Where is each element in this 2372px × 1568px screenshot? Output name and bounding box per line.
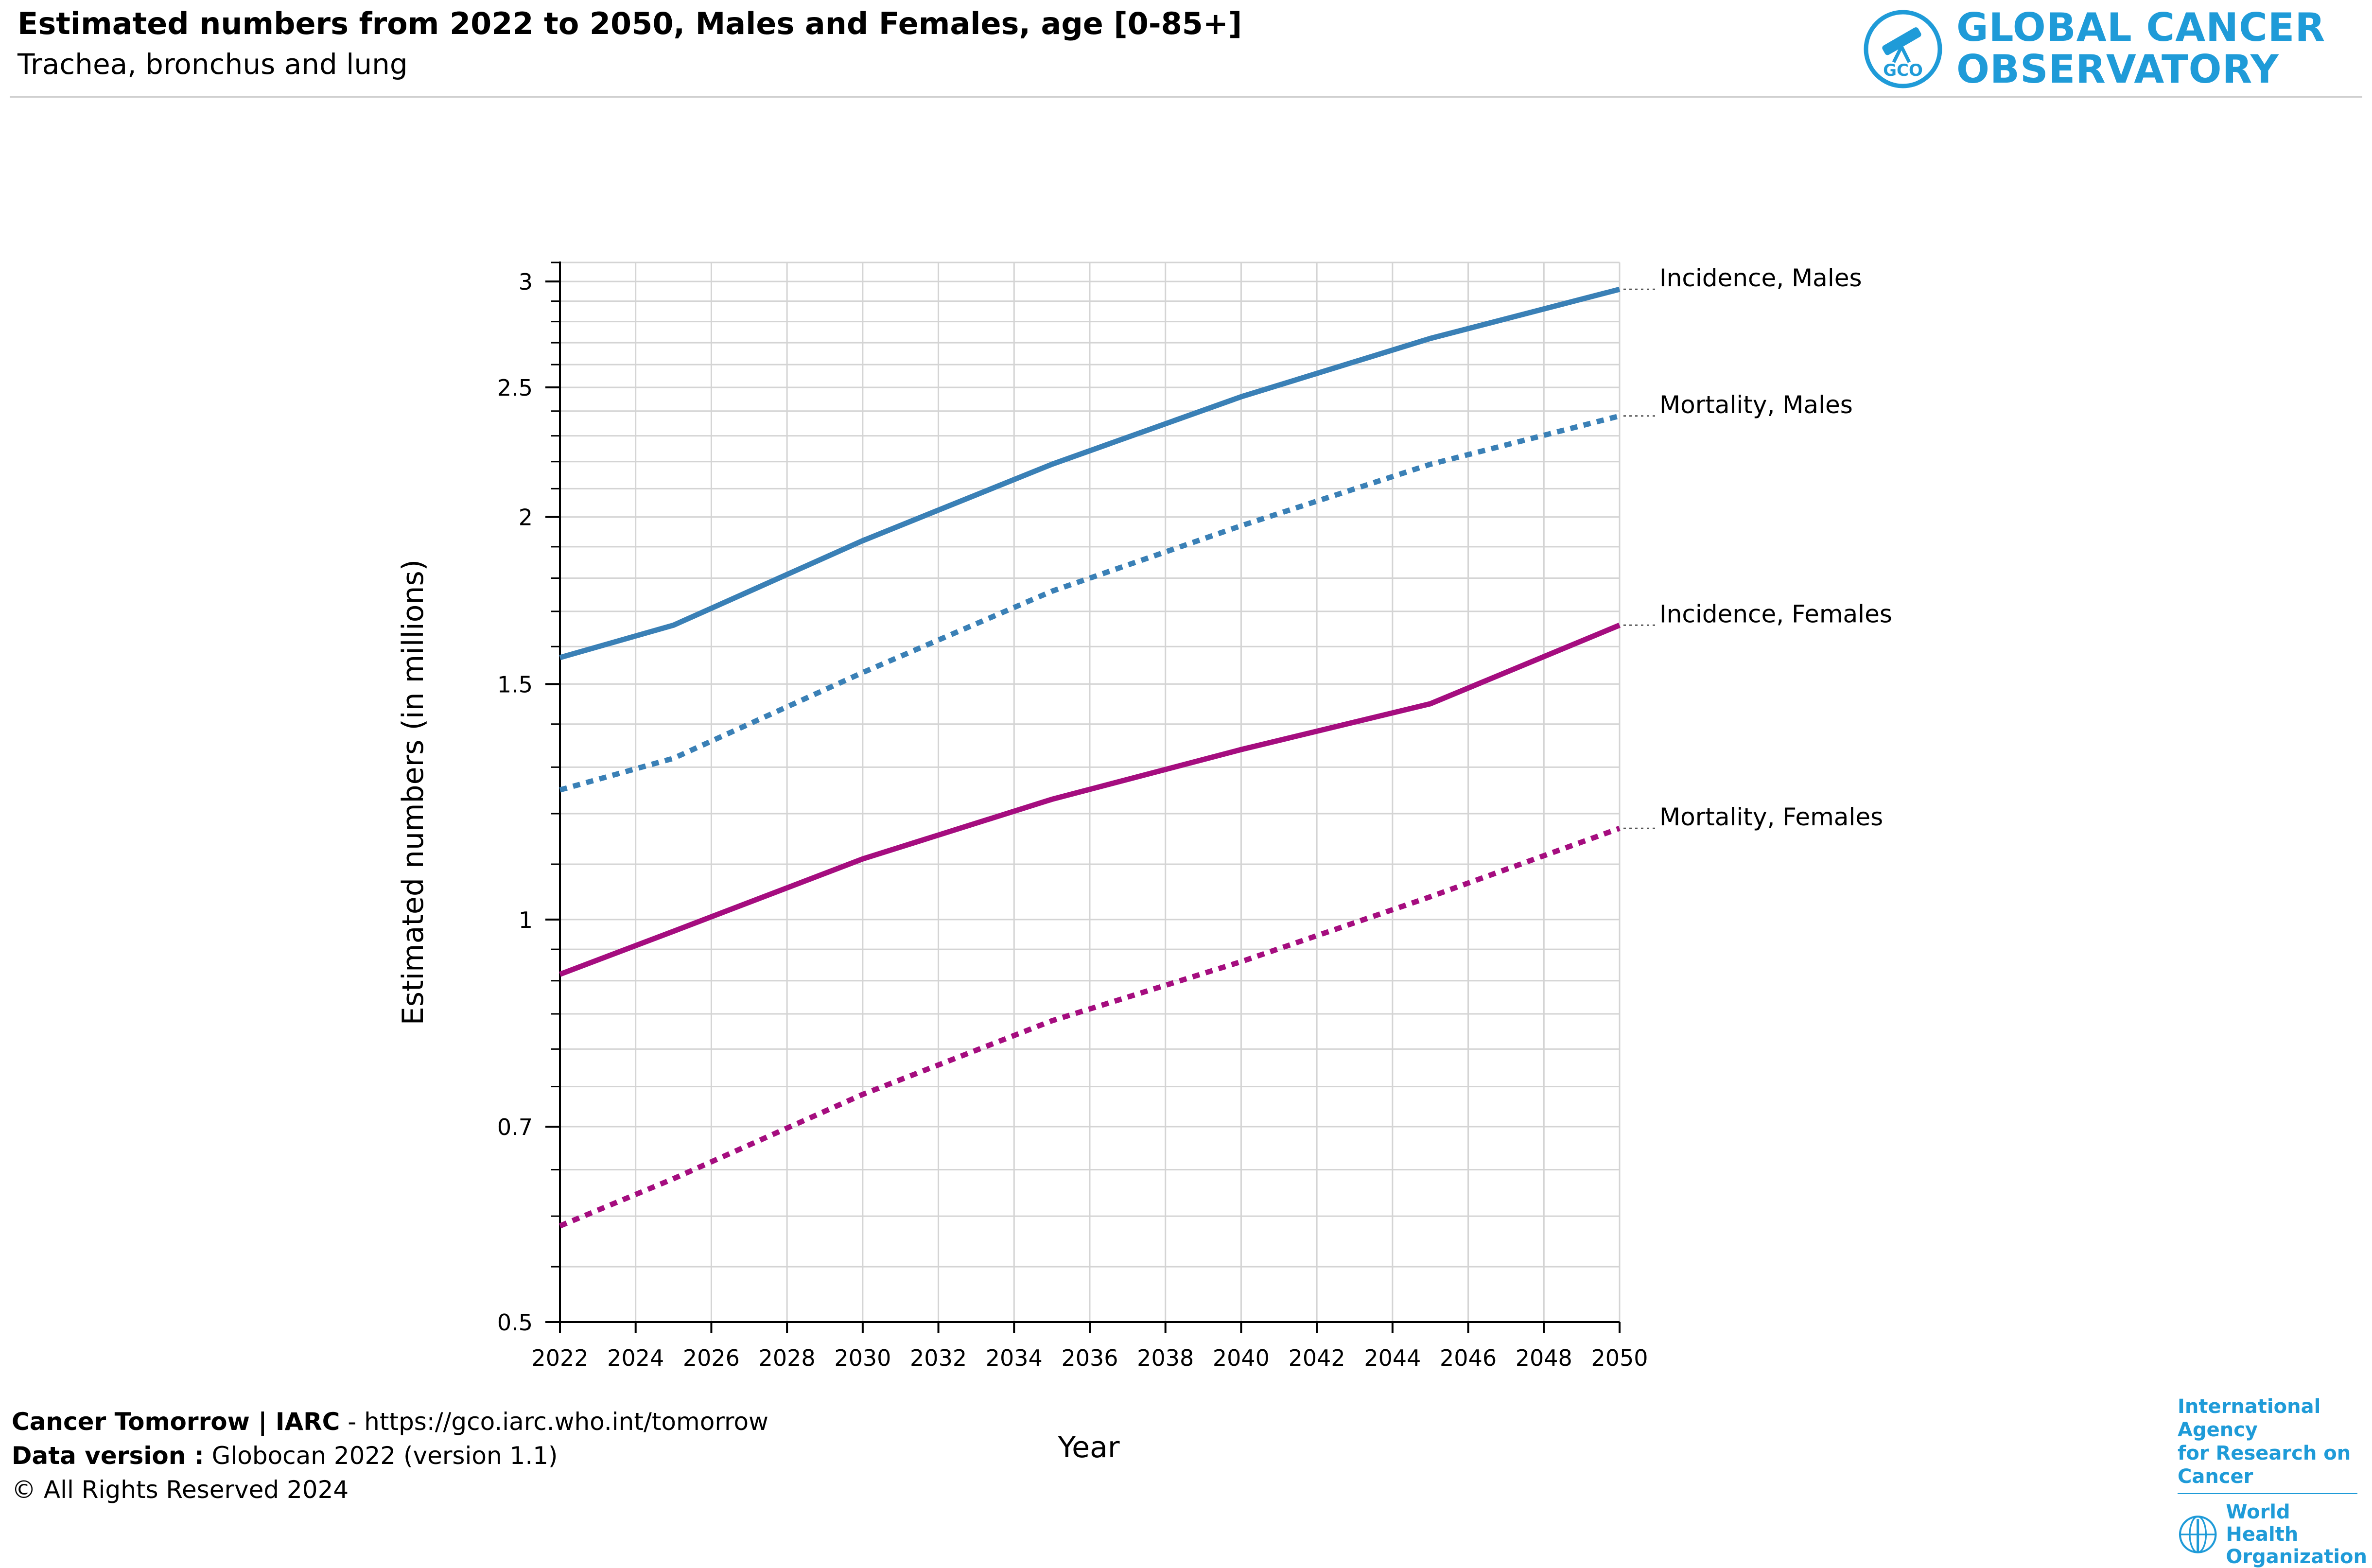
x-tick-label: 2050 [1591, 1345, 1648, 1371]
x-tick-label: 2042 [1289, 1345, 1345, 1371]
y-tick-label: 2 [519, 505, 533, 531]
gco-badge: GCO [1883, 61, 1923, 80]
y-tick-label: 1.5 [497, 671, 533, 697]
x-tick-label: 2038 [1137, 1345, 1194, 1371]
series-label: Incidence, Males [1659, 264, 1862, 292]
footer-url: - https://gco.iarc.who.int/tomorrow [340, 1408, 768, 1436]
chart-subtitle: Trachea, bronchus and lung [17, 48, 408, 81]
x-tick-label: 2024 [607, 1345, 664, 1371]
grid [559, 261, 1621, 1323]
partner-divider [2178, 1493, 2357, 1494]
x-tick-label: 2026 [683, 1345, 740, 1371]
gco-logo: GCO GLOBAL CANCER OBSERVATORY [1862, 7, 2353, 92]
line-chart: 0.5 0.7 1 1.5 2 2.5 3 2022 2024 2026 2028 2030 2032 2… [396, 261, 1892, 1464]
header-divider [10, 96, 2362, 98]
x-tick-label: 2048 [1516, 1345, 1572, 1371]
y-tick-label: 1 [519, 907, 533, 933]
axes: 0.5 0.7 1 1.5 2 2.5 3 2022 2024 2026 2028 2030 2032 2… [497, 261, 1648, 1371]
x-tick-label: 2040 [1213, 1345, 1270, 1371]
series-line-3 [558, 826, 1621, 1229]
footer-line-2: Data version : Globocan 2022 (version 1.… [12, 1439, 768, 1473]
series [558, 286, 1621, 1229]
footer-copyright: © All Rights Reserved 2024 [12, 1476, 349, 1504]
gco-line2: OBSERVATORY [1956, 47, 2279, 92]
x-tick-label: 2044 [1364, 1345, 1421, 1371]
footer-source: Cancer Tomorrow | IARC [12, 1408, 340, 1436]
partner-logos: International Agency for Research on Can… [2178, 1395, 2367, 1568]
y-axis-label: Estimated numbers (in millions) [396, 559, 430, 1025]
x-tick-label: 2036 [1061, 1345, 1118, 1371]
x-axis-label: Year [1057, 1430, 1119, 1464]
series-line-0 [559, 286, 1621, 661]
y-tick-label: 3 [519, 269, 533, 295]
footer-version-label: Data version : [12, 1442, 204, 1470]
who-line2: Organization [2226, 1546, 2367, 1568]
footer-version: Globocan 2022 (version 1.1) [204, 1442, 558, 1470]
x-tick-label: 2032 [910, 1345, 967, 1371]
footer: Cancer Tomorrow | IARC - https://gco.iar… [12, 1405, 768, 1507]
who-emblem-icon [2179, 1516, 2217, 1553]
series-label: Incidence, Females [1659, 600, 1892, 628]
who-text: World Health Organization [2226, 1501, 2367, 1568]
iarc-line1: International Agency [2178, 1395, 2321, 1441]
iarc-line2: for Research on Cancer [2178, 1442, 2351, 1488]
y-tick-label: 2.5 [497, 375, 533, 401]
gco-line1: GLOBAL CANCER [1956, 5, 2326, 50]
who-logo: World Health Organization [2178, 1501, 2367, 1568]
y-tick-label: 0.7 [497, 1114, 533, 1140]
series-line-2 [559, 623, 1621, 977]
x-tick-label: 2022 [531, 1345, 588, 1371]
chart-title: Estimated numbers from 2022 to 2050, Mal… [17, 6, 1242, 41]
x-tick-label: 2034 [986, 1345, 1043, 1371]
telescope-icon: GCO [1864, 10, 1942, 88]
who-line1: World Health [2226, 1501, 2299, 1546]
gco-wordmark: GLOBAL CANCER OBSERVATORY [1956, 7, 2325, 90]
x-tick-label: 2030 [834, 1345, 891, 1371]
footer-line-1: Cancer Tomorrow | IARC - https://gco.iar… [12, 1405, 768, 1439]
series-labels: Incidence, Males Mortality, Males Incidenc… [1623, 264, 1892, 831]
series-label: Mortality, Males [1659, 391, 1853, 419]
series-line-1 [559, 413, 1621, 793]
series-label: Mortality, Females [1659, 803, 1883, 831]
x-tick-label: 2028 [759, 1345, 816, 1371]
x-tick-label: 2046 [1440, 1345, 1497, 1371]
y-tick-label: 0.5 [497, 1309, 533, 1336]
